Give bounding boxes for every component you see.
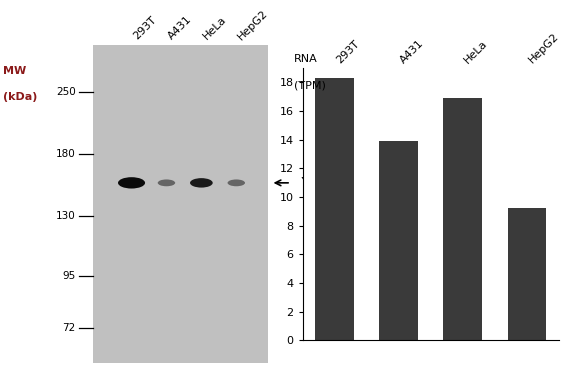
- Bar: [93, 45, 268, 363]
- Text: 130: 130: [56, 211, 76, 221]
- Text: 293T: 293T: [132, 15, 158, 42]
- Ellipse shape: [158, 180, 175, 186]
- Text: (TPM): (TPM): [294, 81, 326, 91]
- Bar: [315, 78, 354, 340]
- Bar: [379, 141, 418, 340]
- Text: (kDa): (kDa): [3, 92, 37, 102]
- Text: MW: MW: [3, 66, 26, 76]
- Bar: [443, 98, 482, 340]
- Ellipse shape: [190, 178, 213, 187]
- Text: 180: 180: [56, 149, 76, 160]
- Text: YTHDC2: YTHDC2: [294, 177, 349, 189]
- Bar: [508, 208, 546, 340]
- Text: 95: 95: [62, 271, 76, 281]
- Text: RNA: RNA: [294, 54, 318, 64]
- Ellipse shape: [228, 180, 245, 186]
- Text: HepG2: HepG2: [236, 8, 270, 42]
- Ellipse shape: [118, 177, 145, 189]
- Text: A431: A431: [166, 14, 194, 42]
- Text: 250: 250: [56, 87, 76, 97]
- Text: HeLa: HeLa: [201, 14, 229, 42]
- Text: 72: 72: [62, 323, 76, 333]
